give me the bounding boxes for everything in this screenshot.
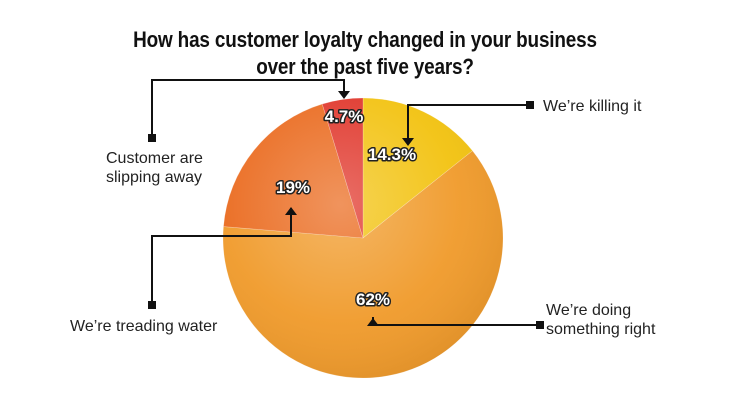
- pie-slices: [222, 97, 504, 379]
- slice-category-label-line: We’re doing: [546, 302, 631, 319]
- callout-arrowhead: [402, 138, 414, 146]
- slice-category-label: Customer are slipping away: [106, 150, 203, 186]
- slice-category-label-line: We’re treading water: [70, 318, 218, 335]
- chart-title: How has customer loyalty changed in your…: [51, 26, 679, 80]
- callout-square-marker: [148, 134, 156, 142]
- slice-value-label: 4.7%: [325, 107, 364, 126]
- slice-category-label-line: something right: [546, 321, 656, 338]
- slice-value-label: 19%: [276, 178, 310, 197]
- slice-category-label: We’re doing something right: [546, 302, 656, 338]
- slice-category-label-line: Customer are: [106, 150, 203, 167]
- slice-labels: 14.3% 62% 19% 4.7%: [274, 106, 417, 311]
- callout-arrowhead: [338, 91, 350, 99]
- callout-square-marker: [148, 301, 156, 309]
- callout-line: [407, 104, 530, 140]
- callout-arrowhead: [285, 207, 297, 215]
- slice-category-label-line: We’re killing it: [543, 98, 642, 115]
- callout-square-marker: [526, 101, 534, 109]
- chart-title-line-1: How has customer loyalty changed in your…: [133, 27, 597, 52]
- slice-value-label: 14.3%: [368, 145, 416, 164]
- chart-title-line-2: over the past five years?: [256, 54, 474, 79]
- slice-category-label-line: slipping away: [106, 169, 202, 186]
- callouts: We’re killing it We’re doing something rig…: [70, 79, 656, 338]
- callout-line: [151, 208, 292, 305]
- callout-arrowhead: [367, 318, 379, 326]
- slice-category-label: We’re treading water: [70, 318, 218, 335]
- slice-value-label: 62%: [356, 290, 390, 309]
- slice-category-label: We’re killing it: [543, 98, 642, 115]
- callout-square-marker: [536, 321, 544, 329]
- callout-line: [151, 79, 345, 138]
